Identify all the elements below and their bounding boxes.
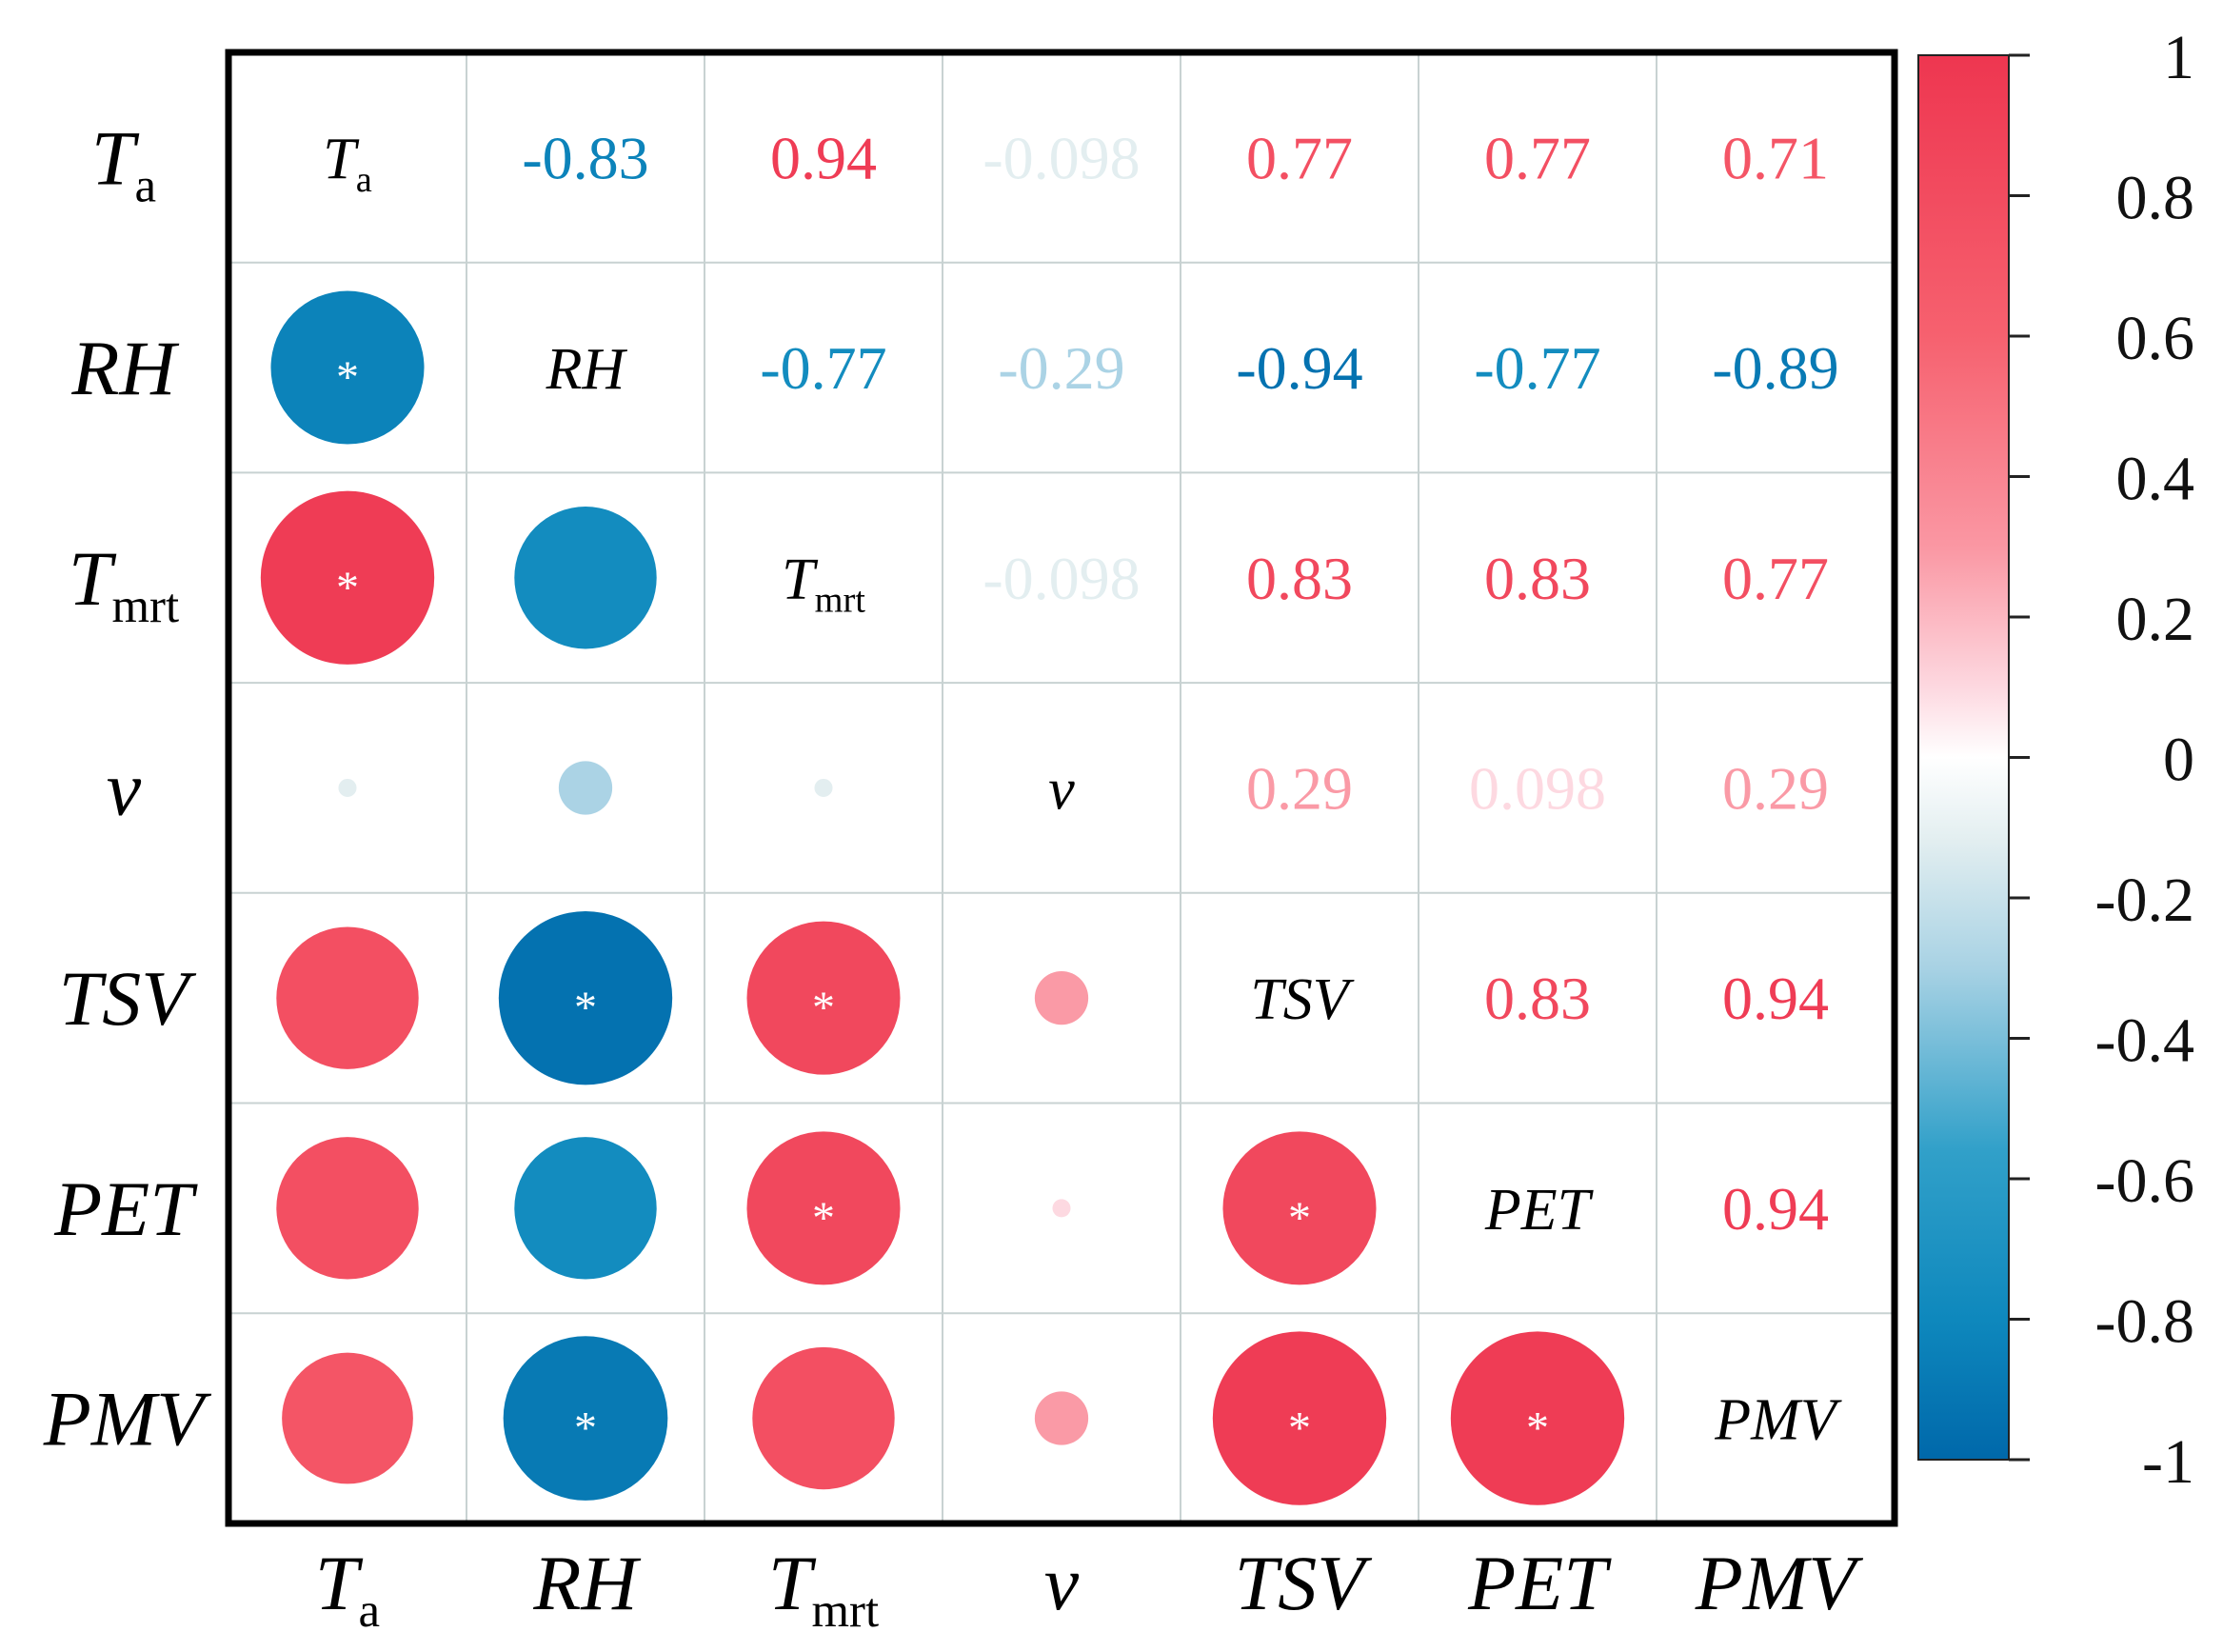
correlation-circle bbox=[752, 1346, 895, 1490]
correlation-circle bbox=[276, 1137, 419, 1280]
correlation-circle bbox=[1034, 1391, 1089, 1445]
correlation-circle bbox=[498, 910, 673, 1085]
correlation-circle bbox=[746, 921, 901, 1075]
significance-marker: * bbox=[1288, 1403, 1311, 1454]
diagonal-label: PMV bbox=[1714, 1388, 1842, 1453]
correlation-value-label: 0.83 bbox=[1484, 545, 1591, 612]
significance-marker: * bbox=[574, 1403, 597, 1454]
correlation-value-label: -0.77 bbox=[760, 334, 886, 402]
plot-frame bbox=[225, 49, 1898, 1527]
correlation-circle bbox=[1052, 1199, 1071, 1218]
colorbar-tick-label: 0.2 bbox=[2116, 585, 2195, 654]
x-axis-label: PMV bbox=[1695, 1540, 1863, 1626]
correlation-value-label: -0.77 bbox=[1474, 334, 1600, 402]
diagonal-label: Tmrt bbox=[782, 547, 865, 621]
y-axis-label: Tmrt bbox=[69, 535, 179, 632]
correlation-value-label: 0.098 bbox=[1469, 754, 1606, 822]
colorbar-tick-label: -0.2 bbox=[2095, 866, 2194, 935]
colorbar-tick-label: 0.4 bbox=[2116, 445, 2195, 514]
x-axis-label: Ta bbox=[315, 1540, 380, 1637]
x-axis-label: RH bbox=[532, 1540, 641, 1626]
correlation-circle bbox=[746, 1131, 901, 1285]
x-axis-label: Tmrt bbox=[768, 1540, 879, 1637]
x-axis-label: TSV bbox=[1235, 1540, 1373, 1626]
significance-marker: * bbox=[812, 983, 835, 1033]
y-axis-label: RH bbox=[70, 325, 179, 411]
y-axis-label: TSV bbox=[59, 955, 197, 1042]
grid-lines bbox=[228, 52, 1895, 1523]
correlation-circle bbox=[558, 761, 613, 815]
correlation-value-label: 0.94 bbox=[770, 124, 877, 191]
correlation-circle bbox=[503, 1336, 668, 1501]
colorbar-tick-label: -0.8 bbox=[2095, 1287, 2194, 1357]
correlation-value-label: -0.29 bbox=[998, 334, 1124, 402]
correlation-value-label: 0.77 bbox=[1722, 545, 1829, 612]
significance-marker: * bbox=[336, 352, 359, 403]
correlation-circle bbox=[276, 926, 419, 1069]
colorbar-tick-label: -1 bbox=[2142, 1427, 2194, 1497]
matrix-cells: Ta -0.83 0.94 -0.098 0.77 0.77 0.71 * RH -0.77 -0.… bbox=[260, 124, 1842, 1505]
correlation-value-label: 0.94 bbox=[1722, 965, 1829, 1032]
y-axis-label: PMV bbox=[43, 1376, 211, 1463]
significance-marker: * bbox=[574, 983, 597, 1033]
colorbar-tick-label: -0.4 bbox=[2095, 1006, 2194, 1076]
significance-marker: * bbox=[1526, 1403, 1549, 1454]
correlation-circle bbox=[1450, 1331, 1625, 1505]
correlation-circle bbox=[1212, 1331, 1387, 1505]
significance-marker: * bbox=[1288, 1193, 1311, 1244]
colorbar-tick-label: 0 bbox=[2163, 726, 2194, 795]
correlation-circle bbox=[1034, 971, 1089, 1025]
significance-marker: * bbox=[336, 563, 359, 613]
diagonal-label: RH bbox=[546, 337, 628, 402]
diagonal-label: v bbox=[1048, 757, 1075, 822]
diagonal-label: PET bbox=[1484, 1178, 1595, 1243]
y-axis-label: PET bbox=[53, 1165, 198, 1252]
colorbar-tick-label: -0.6 bbox=[2095, 1146, 2194, 1216]
correlation-value-label: 0.71 bbox=[1722, 124, 1829, 191]
correlation-value-label: 0.77 bbox=[1246, 124, 1353, 191]
correlation-circle bbox=[282, 1352, 413, 1484]
colorbar-tick-label: 0.8 bbox=[2116, 164, 2195, 233]
diagonal-label: TSV bbox=[1250, 967, 1354, 1032]
correlation-value-label: -0.098 bbox=[982, 545, 1140, 612]
correlation-circle bbox=[514, 507, 657, 649]
colorbar-tick-label: 0.6 bbox=[2116, 304, 2195, 373]
diagonal-label: Ta bbox=[323, 127, 372, 200]
axis-labels: Ta Ta RH RH Tmrt Tmrt v v TSV TSV PET PET PMV PMV bbox=[43, 114, 1863, 1637]
colorbar-tick-label: 1 bbox=[2163, 23, 2194, 92]
y-axis-label: Ta bbox=[91, 114, 156, 211]
correlation-value-label: -0.83 bbox=[522, 124, 648, 191]
correlation-value-label: 0.94 bbox=[1722, 1175, 1829, 1243]
correlation-circle bbox=[514, 1137, 657, 1280]
correlation-value-label: 0.83 bbox=[1484, 965, 1591, 1032]
correlation-value-label: 0.29 bbox=[1722, 754, 1829, 822]
correlation-circle bbox=[338, 778, 357, 797]
x-axis-label: PET bbox=[1467, 1540, 1612, 1626]
correlation-circle bbox=[1222, 1131, 1377, 1285]
correlation-value-label: 0.29 bbox=[1246, 754, 1353, 822]
y-axis-label: v bbox=[107, 745, 142, 831]
colorbar-gradient bbox=[1917, 54, 2010, 1461]
correlation-value-label: -0.098 bbox=[982, 124, 1140, 191]
correlation-value-label: 0.83 bbox=[1246, 545, 1353, 612]
correlation-circle bbox=[814, 778, 833, 797]
x-axis-label: v bbox=[1044, 1540, 1080, 1626]
correlation-value-label: -0.89 bbox=[1712, 334, 1838, 402]
significance-marker: * bbox=[812, 1193, 835, 1244]
colorbar: 1 0.8 0.6 0.4 0.2 0 -0.2 -0.4 -0.6 -0.8 -1 bbox=[1917, 23, 2195, 1497]
correlation-circle bbox=[260, 490, 435, 665]
correlation-value-label: -0.94 bbox=[1236, 334, 1362, 402]
correlation-circle bbox=[270, 290, 425, 445]
correlation-value-label: 0.77 bbox=[1484, 124, 1591, 191]
